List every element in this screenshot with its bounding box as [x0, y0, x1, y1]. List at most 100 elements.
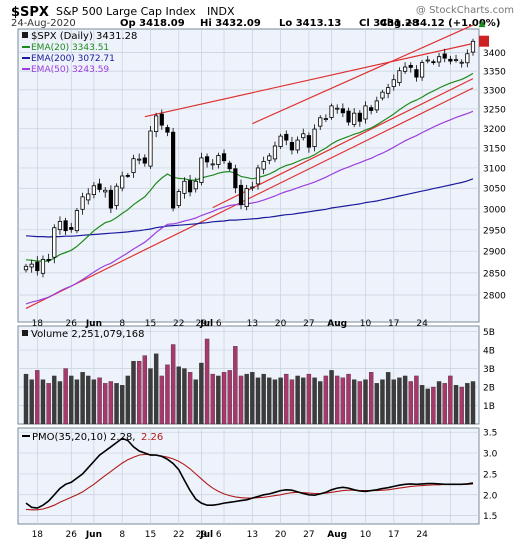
candle — [397, 67, 402, 86]
volume-bar — [459, 386, 464, 425]
x-tick-label-bottom: 8 — [119, 530, 125, 540]
volume-axis: 1B 2B 3B 4B 5B — [483, 328, 495, 412]
low-value: Lo 3413.13 — [279, 18, 341, 29]
candle-body — [80, 196, 85, 210]
volume-bar — [306, 373, 312, 425]
candle — [171, 127, 176, 212]
volume-bar — [86, 375, 91, 425]
candle — [459, 59, 464, 68]
candle — [448, 55, 453, 65]
x-tick-label-bottom: 29 — [196, 530, 208, 540]
volume-bar — [204, 338, 210, 425]
volume-bar — [153, 353, 159, 425]
candle — [408, 62, 413, 73]
volume-bar — [329, 370, 334, 425]
candle-body — [182, 180, 187, 194]
candle-body — [63, 220, 68, 232]
candle — [306, 132, 312, 153]
volume-bar — [323, 375, 329, 425]
candle-body — [255, 167, 261, 185]
candle — [210, 159, 215, 170]
legend-ema200: EMA(200) 3072.71 — [31, 54, 115, 64]
candle-body — [295, 139, 300, 151]
x-tick-label-bottom: 17 — [388, 530, 399, 540]
date-label: 24-Aug-2020 — [11, 18, 76, 29]
volume-bar — [425, 388, 430, 425]
volume-bar — [414, 375, 419, 425]
volume-bar — [442, 383, 447, 425]
candle-body — [97, 183, 102, 190]
volume-bar — [250, 372, 255, 425]
candle-body — [442, 53, 447, 59]
candle — [187, 174, 193, 197]
candle-body — [318, 117, 323, 127]
candle — [284, 130, 289, 146]
candle — [403, 62, 408, 74]
candle — [125, 172, 130, 179]
candle-body — [125, 174, 130, 177]
candle-body — [171, 131, 176, 209]
volume-bar — [114, 383, 119, 425]
candle — [176, 189, 181, 209]
volume-bar — [368, 372, 374, 425]
candle-body — [244, 188, 249, 207]
candle-body — [86, 193, 91, 201]
ema200-line — [25, 178, 474, 238]
pmo-tick-label: 2.5 — [483, 470, 497, 480]
candle — [470, 38, 476, 56]
candle-body — [204, 156, 210, 163]
volume-bar — [238, 375, 244, 425]
volume-bar — [453, 385, 459, 425]
volume-bar — [176, 366, 181, 425]
candle-body — [120, 175, 125, 189]
candle-body — [221, 153, 227, 162]
candle — [40, 255, 46, 278]
high-value: Hi 3432.09 — [200, 18, 261, 29]
volume-bar — [80, 372, 85, 425]
x-tick-label: 6 — [216, 319, 222, 329]
candle — [91, 182, 96, 199]
volume-bar — [63, 368, 68, 425]
candle — [380, 89, 385, 101]
volume-bar — [278, 377, 283, 425]
candle — [182, 177, 187, 199]
volume-bar — [312, 377, 317, 425]
volume-bar — [97, 377, 102, 425]
candle — [63, 217, 68, 235]
change-value: Chg +34.12 (+1.00%) — [380, 18, 501, 29]
volume-bar — [374, 383, 379, 425]
candle — [80, 192, 85, 215]
legend-ema50: EMA(50) 3243.59 — [31, 65, 109, 75]
price-tick-label: 3000 — [483, 205, 506, 215]
volume-bar — [199, 362, 204, 425]
volume-bar — [419, 385, 425, 425]
candle-body — [29, 263, 34, 268]
volume-bar — [289, 379, 295, 425]
candle-body — [284, 133, 289, 141]
candle — [159, 109, 164, 130]
candle — [267, 153, 272, 165]
candle-body — [40, 258, 46, 274]
volume-tick-label: 5B — [483, 328, 495, 338]
trend-line — [144, 42, 474, 118]
candle-body — [227, 162, 232, 170]
candle-body — [131, 158, 136, 173]
candle-body — [278, 135, 283, 147]
volume-bar — [380, 379, 385, 425]
candle — [323, 114, 328, 123]
x-tick-label-bottom: 22 — [173, 530, 184, 540]
candle-body — [176, 191, 181, 206]
ticker-label: $SPX — [11, 5, 49, 20]
price-axis: 2800 2850 2900 2950 3000 3050 3100 3150 3200 3250… — [483, 49, 506, 301]
pmo-axis: 1.5 2.0 2.5 3.0 3.5 — [483, 429, 498, 522]
x-tick-label-bottom: 6 — [216, 530, 222, 540]
candle — [250, 181, 255, 191]
volume-bar — [284, 373, 289, 425]
candle — [35, 256, 40, 276]
candle — [465, 49, 470, 68]
candle-body — [448, 58, 453, 62]
pmo-panel — [17, 427, 480, 525]
open-value: Op 3418.09 — [120, 18, 185, 29]
candle — [295, 136, 300, 154]
candle-body — [357, 112, 362, 122]
